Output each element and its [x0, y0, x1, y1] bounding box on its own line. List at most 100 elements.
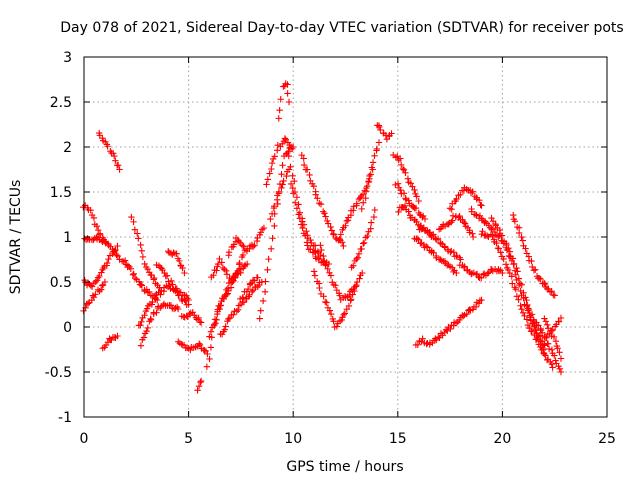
data-point — [353, 282, 360, 289]
data-point — [345, 302, 353, 310]
data-point — [359, 269, 366, 277]
data-point — [216, 255, 223, 263]
data-point — [316, 284, 323, 292]
data-point — [218, 331, 226, 338]
data-point — [521, 312, 528, 320]
data-point — [90, 214, 98, 222]
data-point — [257, 229, 265, 236]
series-arc-32 — [348, 206, 378, 271]
data-point — [168, 277, 175, 285]
data-point — [549, 364, 556, 371]
series-arc-12 — [165, 248, 188, 277]
data-point — [194, 387, 201, 394]
data-point — [130, 270, 137, 277]
series-arc-34 — [374, 122, 395, 143]
data-point — [129, 271, 137, 278]
data-point — [310, 268, 318, 275]
data-point — [306, 171, 313, 179]
data-point — [137, 281, 145, 288]
chart-title: Day 078 of 2021, Sidereal Day-to-day VTE… — [60, 20, 623, 36]
series-arc-43 — [456, 261, 506, 282]
data-point — [97, 286, 105, 293]
data-point — [264, 176, 272, 183]
data-point — [552, 337, 560, 345]
data-point — [243, 260, 251, 268]
data-point — [131, 226, 139, 233]
data-point — [279, 181, 286, 188]
data-point — [376, 123, 383, 131]
data-point — [448, 218, 455, 226]
data-point — [528, 327, 536, 335]
data-point — [278, 184, 285, 192]
data-point — [322, 213, 329, 220]
data-point — [134, 230, 141, 237]
data-point — [274, 147, 281, 154]
data-point — [546, 288, 554, 296]
data-point — [267, 215, 274, 223]
data-point — [234, 269, 241, 277]
series-arc-02 — [81, 242, 121, 290]
x-tick-label: 0 — [80, 431, 89, 447]
x-axis-label: GPS time / hours — [286, 459, 403, 475]
data-point — [520, 289, 527, 297]
data-point — [367, 171, 374, 178]
series-arc-35 — [390, 151, 422, 205]
data-point — [528, 311, 536, 318]
data-point — [222, 323, 229, 330]
series-arc-45 — [478, 228, 548, 358]
data-point — [121, 257, 129, 264]
data-point — [254, 274, 261, 281]
data-point — [472, 303, 480, 311]
data-point — [404, 175, 412, 182]
data-point — [137, 322, 144, 329]
data-point — [333, 323, 341, 330]
data-point — [271, 222, 278, 230]
data-point — [368, 164, 375, 171]
data-point — [348, 264, 355, 271]
data-point — [505, 244, 512, 252]
data-point — [321, 210, 328, 217]
data-point — [249, 243, 257, 250]
data-point — [289, 172, 296, 180]
data-point — [517, 302, 524, 309]
data-point — [402, 169, 409, 177]
data-point — [244, 285, 252, 293]
data-point — [506, 248, 514, 255]
y-axis-label: SDTVAR / TECUs — [8, 180, 24, 295]
data-point — [238, 242, 246, 249]
data-point — [362, 234, 369, 241]
data-point — [291, 178, 298, 185]
data-point — [219, 264, 227, 272]
data-point — [87, 206, 94, 214]
data-point — [370, 213, 378, 221]
data-point — [287, 143, 295, 151]
data-point — [137, 342, 145, 349]
data-point — [141, 260, 148, 268]
data-point — [110, 150, 117, 157]
data-point — [421, 215, 429, 223]
data-point — [174, 288, 181, 295]
data-point — [358, 245, 365, 253]
data-point — [261, 288, 269, 295]
data-point — [547, 327, 555, 334]
data-point — [239, 294, 247, 301]
data-point — [152, 295, 159, 303]
data-point — [528, 257, 535, 265]
data-point — [557, 355, 565, 362]
data-point — [350, 207, 357, 214]
data-point — [397, 186, 404, 194]
data-point — [266, 170, 273, 177]
data-point — [472, 211, 480, 218]
data-point — [279, 162, 286, 169]
data-point — [450, 249, 457, 256]
data-point — [280, 177, 287, 185]
data-point — [510, 211, 517, 219]
data-point — [320, 293, 327, 300]
data-point — [499, 269, 506, 277]
data-point — [346, 291, 353, 299]
data-point — [318, 246, 325, 254]
data-point — [166, 282, 173, 289]
data-point — [484, 270, 491, 277]
data-point — [96, 287, 103, 295]
data-point — [287, 163, 294, 171]
